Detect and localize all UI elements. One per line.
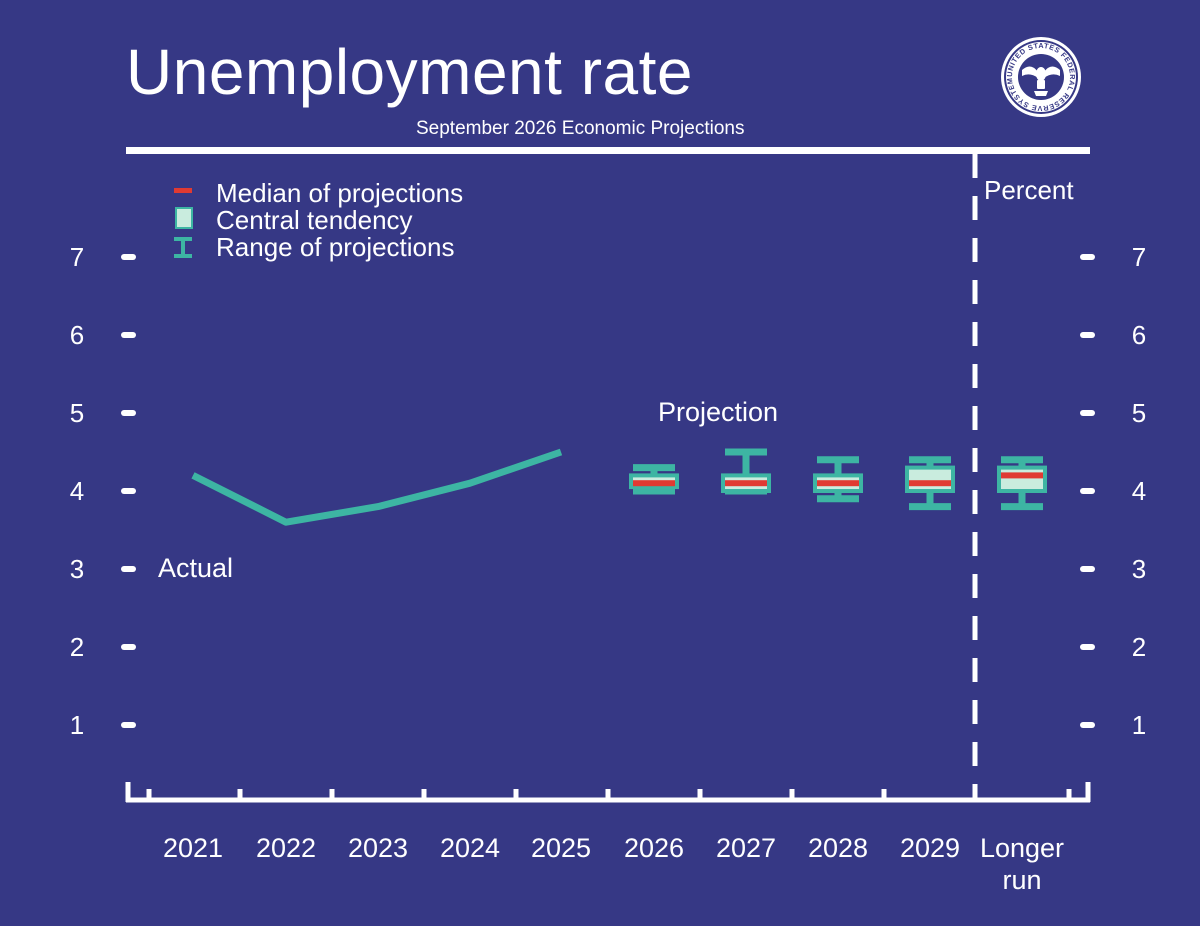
legend-central-swatch <box>175 207 193 229</box>
central-tendency-box <box>997 465 1047 494</box>
y-axis: 1 1 2 2 3 3 4 4 5 5 6 6 7 7 <box>70 242 1146 740</box>
title-rule <box>126 147 1090 154</box>
y-tick-label-left: 7 <box>70 242 84 272</box>
y-tick-label-right: 5 <box>1132 398 1146 428</box>
legend-label: Range of projections <box>216 232 454 262</box>
actual-annotation: Actual <box>158 553 233 583</box>
y-tick-left <box>121 488 136 494</box>
x-tick-label: 2024 <box>440 833 500 863</box>
x-tick-label: 2028 <box>808 833 868 863</box>
projection-2026 <box>629 464 679 495</box>
unit-label: Percent <box>984 175 1074 205</box>
projection-annotation: Projection <box>658 397 778 427</box>
y-tick-left <box>121 254 136 260</box>
x-tick-label: 2022 <box>256 833 316 863</box>
actual-series-line <box>191 448 563 526</box>
x-tick-label: 2027 <box>716 833 776 863</box>
median-bar <box>909 480 951 487</box>
y-tick-left <box>121 410 136 416</box>
y-tick-label-left: 2 <box>70 632 84 662</box>
x-tick-label-part: run <box>1002 865 1041 895</box>
x-tick-label: 2029 <box>900 833 960 863</box>
y-tick-label-right: 4 <box>1132 476 1146 506</box>
y-tick-left <box>121 332 136 338</box>
projection-longer-run <box>997 456 1047 511</box>
x-tick-label: 2025 <box>531 833 591 863</box>
y-tick-right <box>1080 722 1095 728</box>
x-tick-label: 2023 <box>348 833 408 863</box>
plot-area: Actual Projection <box>158 397 1047 583</box>
y-tick-left <box>121 722 136 728</box>
central-tendency-box <box>905 465 955 494</box>
y-tick-right <box>1080 566 1095 572</box>
y-tick-right <box>1080 488 1095 494</box>
y-tick-label-right: 2 <box>1132 632 1146 662</box>
median-bar <box>633 480 675 487</box>
y-tick-right <box>1080 332 1095 338</box>
projection-2029 <box>905 456 955 511</box>
x-tick-label: 2021 <box>163 833 223 863</box>
median-bar <box>725 480 767 487</box>
y-tick-label-right: 3 <box>1132 554 1146 584</box>
y-tick-label-left: 4 <box>70 476 84 506</box>
legend-range-swatch-stem <box>181 237 185 257</box>
y-tick-right <box>1080 254 1095 260</box>
x-axis: 2021 2022 2023 2024 2025 2026 2027 2028 2029 Long… <box>125 782 1091 895</box>
projection-2027 <box>721 448 771 495</box>
y-tick-label-right: 6 <box>1132 320 1146 350</box>
y-tick-left <box>121 566 136 572</box>
legend-label: Median of projections <box>216 178 463 208</box>
y-tick-right <box>1080 644 1095 650</box>
legend-median-swatch <box>174 188 192 193</box>
chart-subtitle: September 2026 Economic Projections <box>416 118 745 139</box>
chart-title: Unemployment rate <box>126 36 693 108</box>
chart-frame: Percent <box>126 147 1090 800</box>
y-tick-left <box>121 644 136 650</box>
y-tick-label-right: 1 <box>1132 710 1146 740</box>
median-bar <box>817 480 859 487</box>
legend-range-swatch-bottom <box>174 254 192 258</box>
median-bar <box>1001 472 1043 479</box>
y-tick-right <box>1080 410 1095 416</box>
y-tick-label-left: 3 <box>70 554 84 584</box>
legend-label: Central tendency <box>216 205 413 235</box>
projection-2028 <box>813 456 863 503</box>
y-tick-label-left: 1 <box>70 710 84 740</box>
federal-reserve-seal-icon: UNITED STATES FEDERAL RESERVE SYSTEM <box>1001 37 1081 117</box>
x-tick-label-part: Longer <box>980 833 1064 863</box>
x-tick-label: 2026 <box>624 833 684 863</box>
y-tick-label-left: 6 <box>70 320 84 350</box>
y-tick-label-right: 7 <box>1132 242 1146 272</box>
y-tick-label-left: 5 <box>70 398 84 428</box>
